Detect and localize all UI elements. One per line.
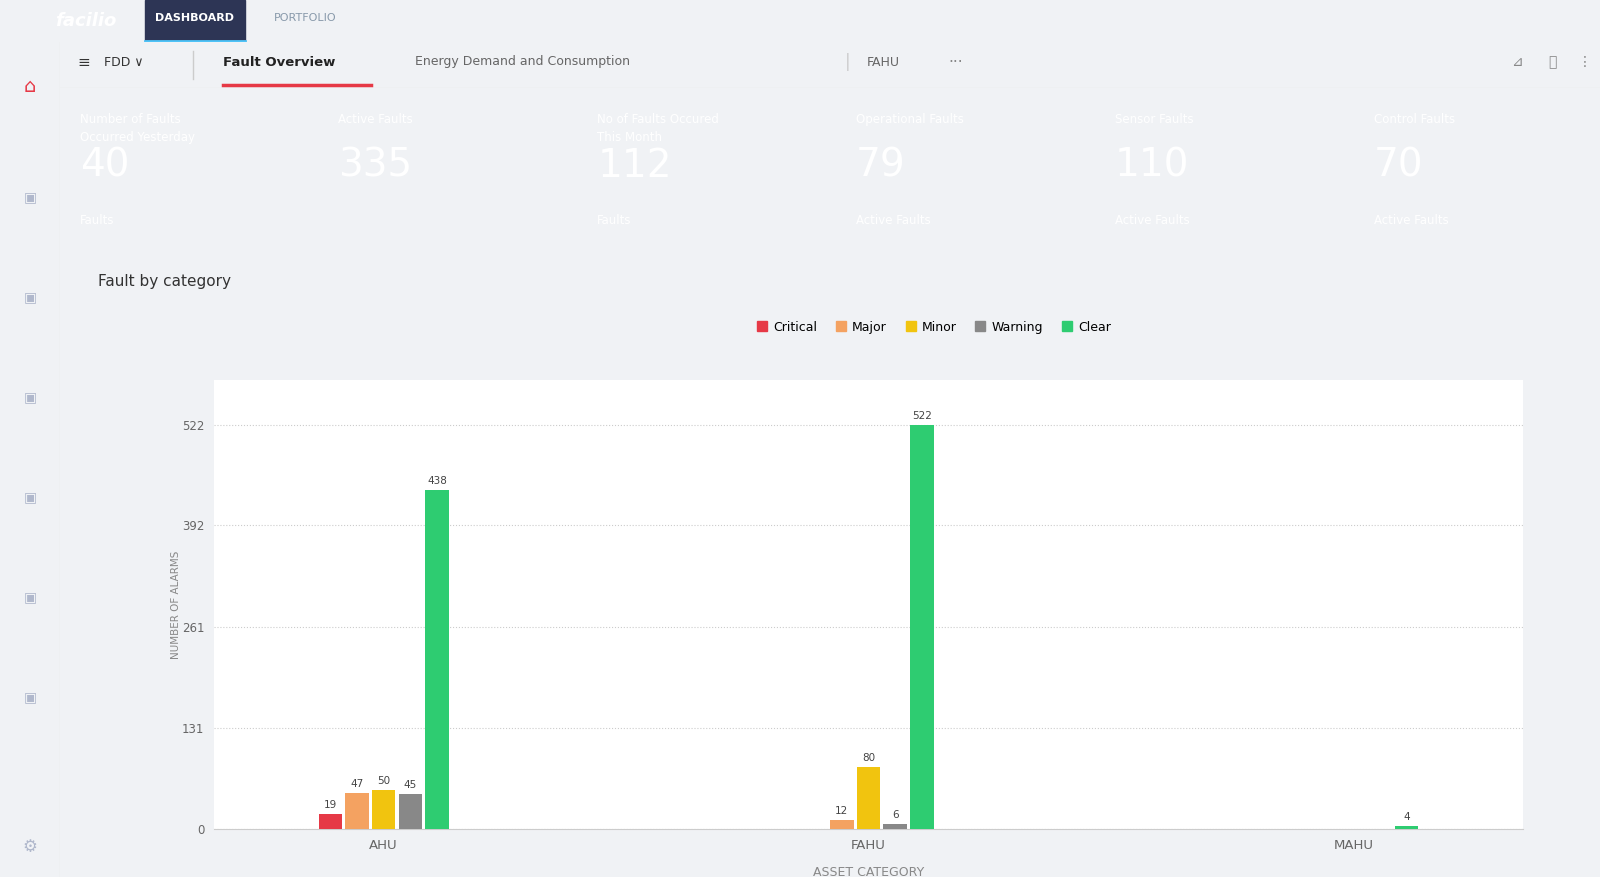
Text: Active Faults: Active Faults xyxy=(1115,213,1190,226)
Text: ▣: ▣ xyxy=(24,590,37,604)
Text: FAHU: FAHU xyxy=(867,55,901,68)
Text: Fault Overview: Fault Overview xyxy=(222,55,336,68)
Text: ▣: ▣ xyxy=(24,390,37,404)
Text: ⚙: ⚙ xyxy=(22,838,37,856)
Text: 6: 6 xyxy=(891,810,899,821)
Text: ⋮: ⋮ xyxy=(1578,55,1592,69)
Bar xyxy=(830,820,853,829)
Text: ⊿: ⊿ xyxy=(1510,55,1523,69)
Text: Faults: Faults xyxy=(80,213,114,226)
Bar xyxy=(1395,826,1418,829)
Text: ···: ··· xyxy=(949,54,963,69)
Text: Fault by category: Fault by category xyxy=(99,274,232,289)
Text: PORTFOLIO: PORTFOLIO xyxy=(274,13,336,23)
Text: Faults: Faults xyxy=(597,213,632,226)
Bar xyxy=(146,0,245,42)
Text: ▣: ▣ xyxy=(24,190,37,204)
Text: ⌂: ⌂ xyxy=(24,77,37,96)
Text: 40: 40 xyxy=(80,146,130,184)
Text: Operational Faults: Operational Faults xyxy=(856,113,963,126)
Text: 335: 335 xyxy=(339,146,413,184)
Text: 438: 438 xyxy=(427,476,446,486)
Bar xyxy=(910,424,933,829)
Text: 110: 110 xyxy=(1115,146,1189,184)
Bar xyxy=(426,490,448,829)
Text: 79: 79 xyxy=(856,146,906,184)
Text: Energy Demand and Consumption: Energy Demand and Consumption xyxy=(416,55,630,68)
Text: facilio: facilio xyxy=(54,12,117,30)
Text: ▣: ▣ xyxy=(24,490,37,504)
Bar xyxy=(398,795,422,829)
Text: No of Faults Occured
This Month: No of Faults Occured This Month xyxy=(597,113,718,145)
Text: 4: 4 xyxy=(1403,812,1410,822)
Text: 70: 70 xyxy=(1374,146,1424,184)
Text: ▣: ▣ xyxy=(24,290,37,304)
Text: 112: 112 xyxy=(597,146,672,184)
Bar xyxy=(883,824,907,829)
Text: |: | xyxy=(845,53,851,71)
Bar xyxy=(318,814,342,829)
Text: Active Faults: Active Faults xyxy=(339,113,413,126)
Text: ≡: ≡ xyxy=(78,54,91,69)
Text: 47: 47 xyxy=(350,779,363,788)
X-axis label: ASSET CATEGORY: ASSET CATEGORY xyxy=(813,866,925,877)
Text: ▣: ▣ xyxy=(24,690,37,704)
Bar xyxy=(346,793,368,829)
Text: Active Faults: Active Faults xyxy=(856,213,931,226)
Text: 45: 45 xyxy=(403,781,418,790)
Text: Active Faults: Active Faults xyxy=(1374,213,1448,226)
Bar xyxy=(371,790,395,829)
Text: 522: 522 xyxy=(912,411,931,421)
Text: Number of Faults
Occurred Yesterday: Number of Faults Occurred Yesterday xyxy=(80,113,195,145)
Text: DASHBOARD: DASHBOARD xyxy=(155,13,235,23)
Text: FDD ∨: FDD ∨ xyxy=(104,55,144,68)
Text: 80: 80 xyxy=(862,753,875,763)
Text: 50: 50 xyxy=(378,776,390,787)
Legend: Critical, Major, Minor, Warning, Clear: Critical, Major, Minor, Warning, Clear xyxy=(750,314,1117,340)
Y-axis label: NUMBER OF ALARMS: NUMBER OF ALARMS xyxy=(171,550,181,659)
Text: 19: 19 xyxy=(323,801,338,810)
Bar xyxy=(856,767,880,829)
Text: Control Faults: Control Faults xyxy=(1374,113,1454,126)
Text: 12: 12 xyxy=(835,806,848,816)
Text: Sensor Faults: Sensor Faults xyxy=(1115,113,1194,126)
Text: ⤢: ⤢ xyxy=(1549,55,1557,69)
